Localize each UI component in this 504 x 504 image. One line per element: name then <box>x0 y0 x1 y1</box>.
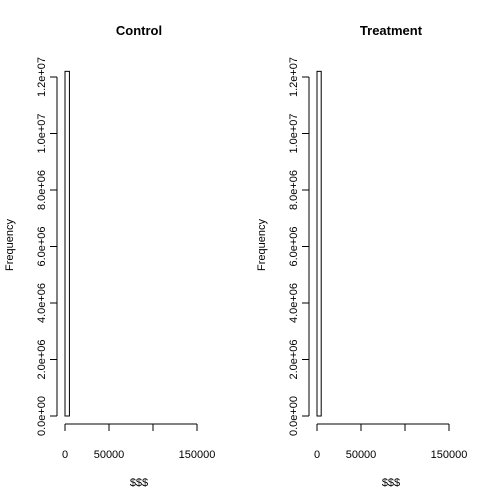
y-tick-label: 8.0e+06 <box>288 170 300 210</box>
y-tick-label: 8.0e+06 <box>36 170 48 210</box>
x-tick-label: 50000 <box>346 449 377 461</box>
chart-title: Treatment <box>360 23 423 38</box>
y-tick-label: 0.0e+00 <box>288 396 300 436</box>
y-tick-label: 1.2e+07 <box>36 57 48 97</box>
histogram-bar <box>316 70 322 417</box>
y-tick-label: 2.0e+06 <box>36 339 48 379</box>
y-axis-label: Frequency <box>4 219 16 271</box>
y-axis-label: Frequency <box>256 219 268 271</box>
y-tick-label: 4.0e+06 <box>288 283 300 323</box>
x-axis-label: $$$ <box>382 477 400 489</box>
y-tick-label: 6.0e+06 <box>36 226 48 266</box>
x-tick-label: 50000 <box>94 449 125 461</box>
histogram-bar <box>64 70 70 417</box>
panel-control: Control 0.0e+00 2.0e+06 4.0e+06 6.0e+06 8.0e+… <box>4 23 215 489</box>
y-tick-label: 6.0e+06 <box>288 226 300 266</box>
x-tick-label: 0 <box>314 449 320 461</box>
x-tick-label: 0 <box>62 449 68 461</box>
y-tick-label: 0.0e+00 <box>36 396 48 436</box>
x-axis-label: $$$ <box>130 477 148 489</box>
y-tick-label: 1.2e+07 <box>288 57 300 97</box>
panel-treatment: Treatment 0.0e+00 2.0e+06 4.0e+06 6.0e+06 8.0… <box>256 23 467 489</box>
chart-title: Control <box>116 23 162 38</box>
y-tick-label: 1.0e+07 <box>36 113 48 153</box>
y-tick-label: 4.0e+06 <box>36 283 48 323</box>
y-tick-label: 2.0e+06 <box>288 339 300 379</box>
x-tick-label: 150000 <box>179 449 216 461</box>
y-tick-label: 1.0e+07 <box>288 113 300 153</box>
x-tick-label: 150000 <box>431 449 468 461</box>
